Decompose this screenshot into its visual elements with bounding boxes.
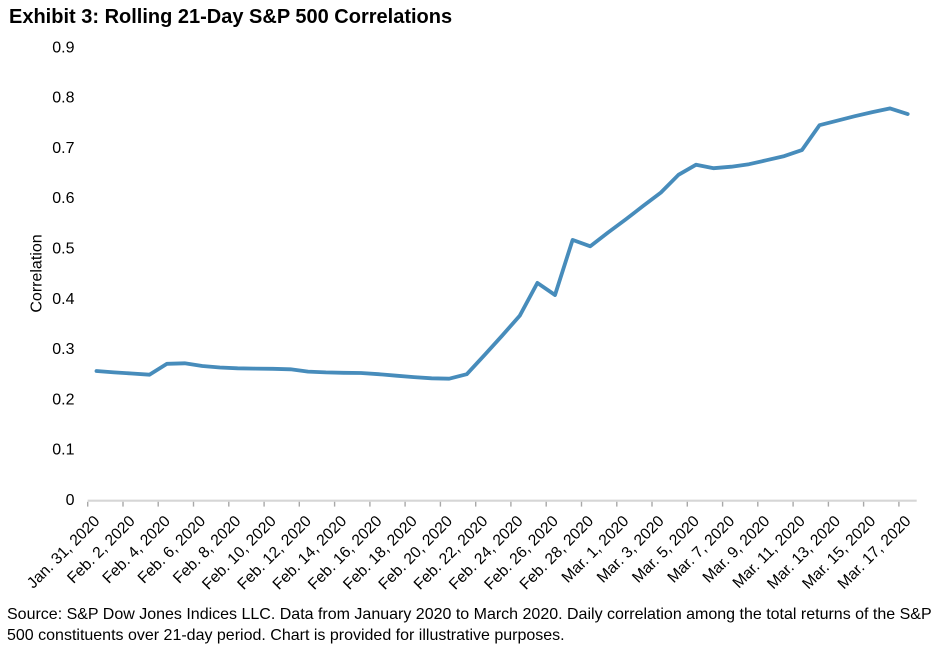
svg-text:0.2: 0.2: [52, 391, 74, 408]
svg-text:0.7: 0.7: [52, 140, 74, 157]
svg-text:0.9: 0.9: [52, 39, 74, 56]
svg-text:Correlation: Correlation: [29, 234, 46, 312]
svg-text:0.3: 0.3: [52, 341, 74, 358]
svg-text:0.4: 0.4: [52, 291, 74, 308]
svg-text:0.8: 0.8: [52, 90, 74, 107]
svg-text:0.6: 0.6: [52, 190, 74, 207]
svg-text:0.5: 0.5: [52, 241, 74, 258]
svg-text:0: 0: [66, 492, 75, 509]
svg-text:0.1: 0.1: [52, 442, 74, 459]
